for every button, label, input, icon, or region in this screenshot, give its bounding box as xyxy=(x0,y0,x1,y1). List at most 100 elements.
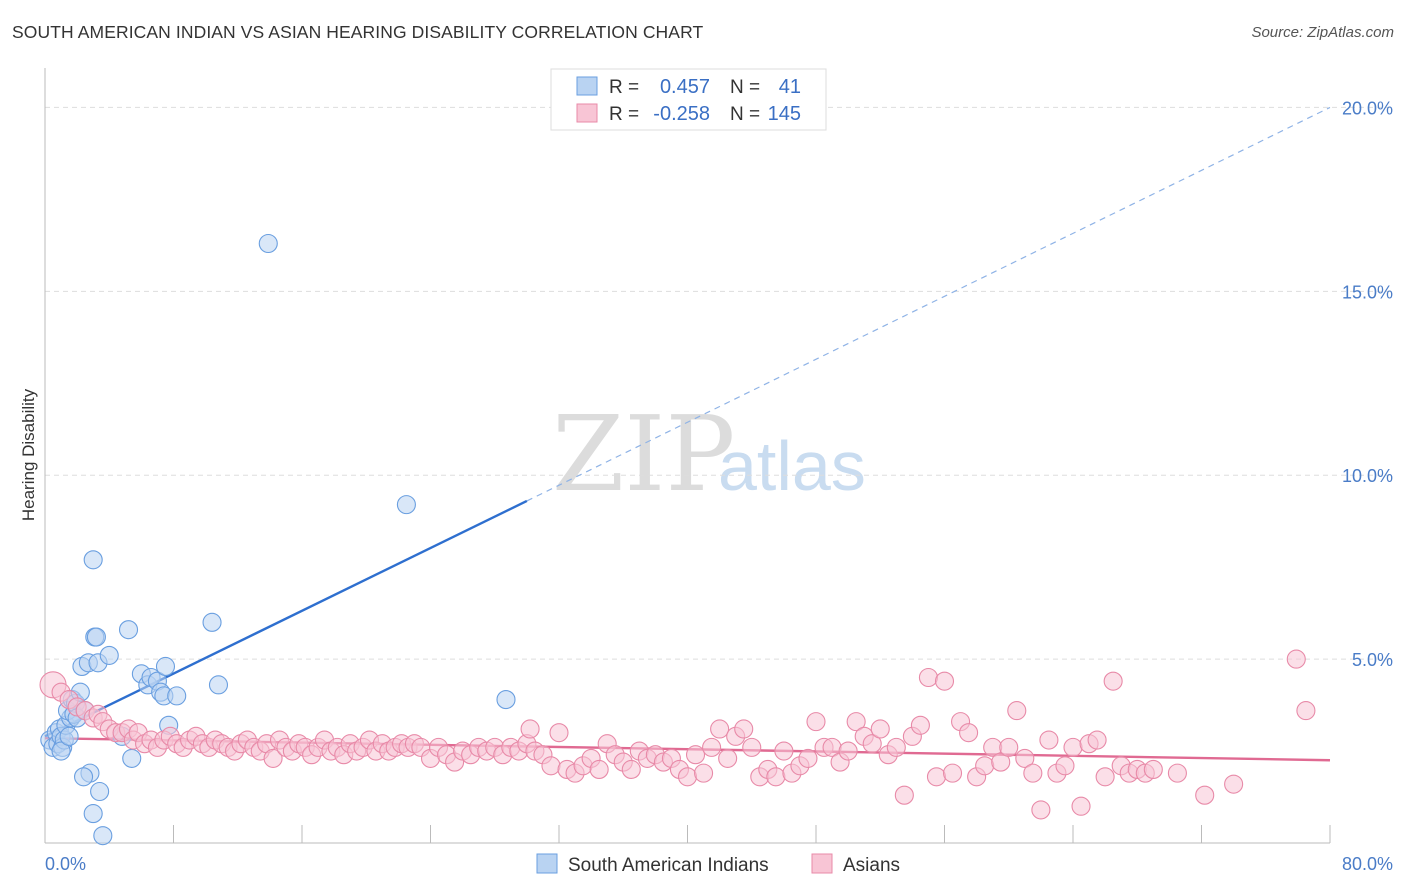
point-south-american-indians-45 xyxy=(258,233,278,254)
legend-r-value-1: 0.457 xyxy=(660,76,710,98)
point-asians-144 xyxy=(1103,671,1123,691)
legend-n-label-2: N = xyxy=(730,104,760,125)
point-asians-112 xyxy=(846,712,866,732)
point-asians-143 xyxy=(1095,767,1115,787)
point-asians-114 xyxy=(862,734,882,754)
legend-n-value-2: 145 xyxy=(768,103,801,125)
legend-r-label-1: R = xyxy=(609,77,639,98)
x-tick-label-1: 80.0% xyxy=(1342,854,1393,874)
point-south-american-indians-30 xyxy=(99,645,119,665)
point-south-american-indians-27 xyxy=(90,781,110,802)
point-asians-128 xyxy=(975,756,995,776)
point-asians-84 xyxy=(621,759,641,779)
point-asians-131 xyxy=(999,737,1019,757)
point-asians-75 xyxy=(549,723,569,743)
point-south-american-indians-33 xyxy=(122,748,142,768)
point-asians-115 xyxy=(870,719,890,739)
point-asians-103 xyxy=(774,741,794,761)
series-legend: South American Indians Asians xyxy=(536,853,900,876)
point-asians-134 xyxy=(1023,763,1043,783)
point-south-american-indians-46 xyxy=(396,495,416,515)
point-asians-124 xyxy=(942,763,963,783)
point-south-american-indians-40 xyxy=(155,656,176,677)
point-asians-130 xyxy=(991,752,1011,772)
point-south-american-indians-23 xyxy=(83,804,103,824)
legend-r-value-2: -0.258 xyxy=(653,103,710,125)
x-tick-label-0: 0.0% xyxy=(45,854,86,874)
point-asians-121 xyxy=(918,667,938,688)
point-asians-107 xyxy=(806,712,826,732)
point-asians-106 xyxy=(798,748,818,768)
point-asians-98 xyxy=(734,719,754,739)
point-south-american-indians-44 xyxy=(208,675,229,695)
series-legend-label-south-american-indians: South American Indians xyxy=(568,855,769,876)
chart-title: SOUTH AMERICAN INDIAN VS ASIAN HEARING D… xyxy=(12,22,704,42)
series-legend-swatch-asians xyxy=(811,853,833,874)
point-south-american-indians-29 xyxy=(93,826,113,846)
point-asians-92 xyxy=(685,745,706,765)
point-asians-142 xyxy=(1087,730,1107,750)
point-asians-152 xyxy=(1224,774,1244,794)
point-asians-149 xyxy=(1143,759,1163,779)
point-asians-133 xyxy=(1015,748,1035,768)
point-asians-102 xyxy=(766,767,786,787)
point-asians-93 xyxy=(694,763,714,783)
point-south-american-indians-8 xyxy=(51,741,71,761)
watermark-zip: ZIP xyxy=(552,393,735,515)
point-south-american-indians-32 xyxy=(118,620,139,640)
point-south-american-indians-26 xyxy=(86,627,106,647)
point-asians-126 xyxy=(959,723,979,743)
point-south-american-indians-43 xyxy=(202,612,222,632)
chart-source: Source: ZipAtlas.com xyxy=(1251,24,1394,41)
point-asians-154 xyxy=(1296,701,1316,721)
point-asians-34 xyxy=(263,748,283,768)
y-tick-label-1: 10.0% xyxy=(1342,466,1393,486)
point-asians-135 xyxy=(1031,800,1051,820)
trend-line-south-american-indians-extension xyxy=(526,106,1331,502)
point-asians-96 xyxy=(718,748,738,768)
watermark-atlas: atlas xyxy=(718,427,866,505)
point-asians-117 xyxy=(886,737,906,757)
point-asians-118 xyxy=(894,785,914,805)
legend-n-label-1: N = xyxy=(730,77,760,98)
y-axis-label: Hearing Disability xyxy=(19,388,38,521)
legend-swatch-pink xyxy=(576,103,598,123)
point-asians-99 xyxy=(742,737,762,757)
axes xyxy=(44,68,1331,844)
point-asians-153 xyxy=(1286,649,1306,669)
point-asians-111 xyxy=(838,741,858,761)
point-asians-150 xyxy=(1167,763,1187,783)
point-asians-95 xyxy=(710,719,730,739)
y-tick-label-3: 20.0% xyxy=(1342,98,1393,118)
trend-line-south-american-indians xyxy=(44,499,528,738)
point-asians-132 xyxy=(1007,701,1027,721)
point-asians-136 xyxy=(1039,730,1059,750)
legend-swatch-blue xyxy=(576,76,598,96)
point-asians-91 xyxy=(677,767,698,787)
series-legend-label-asians: Asians xyxy=(843,855,900,876)
point-south-american-indians-24 xyxy=(83,550,103,570)
point-asians-80 xyxy=(589,759,609,779)
series-legend-swatch-south-american-indians xyxy=(536,853,558,874)
point-asians-123 xyxy=(934,671,955,691)
point-asians-94 xyxy=(702,737,722,757)
point-south-american-indians-10 xyxy=(59,726,79,746)
y-tick-label-0: 5.0% xyxy=(1352,650,1393,670)
legend-r-label-2: R = xyxy=(609,104,639,125)
point-south-american-indians-47 xyxy=(496,690,516,710)
legend-n-value-1: 41 xyxy=(779,76,801,98)
point-asians-120 xyxy=(910,715,930,735)
point-asians-122 xyxy=(926,767,947,787)
stats-legend: R = 0.457 N = 41 R = -0.258 N = 145 xyxy=(550,68,827,131)
y-tick-label-2: 15.0% xyxy=(1342,282,1393,302)
point-asians-74 xyxy=(541,756,561,776)
tick-labels: 5.0% 10.0% 15.0% 20.0% 0.0% 80.0% xyxy=(45,98,1393,874)
point-asians-140 xyxy=(1071,796,1091,816)
point-south-american-indians-22 xyxy=(74,767,94,787)
point-asians-151 xyxy=(1195,785,1215,805)
point-asians-138 xyxy=(1055,756,1075,776)
gridlines xyxy=(45,106,1392,660)
point-asians-72 xyxy=(520,719,540,739)
data-points xyxy=(39,233,1316,846)
